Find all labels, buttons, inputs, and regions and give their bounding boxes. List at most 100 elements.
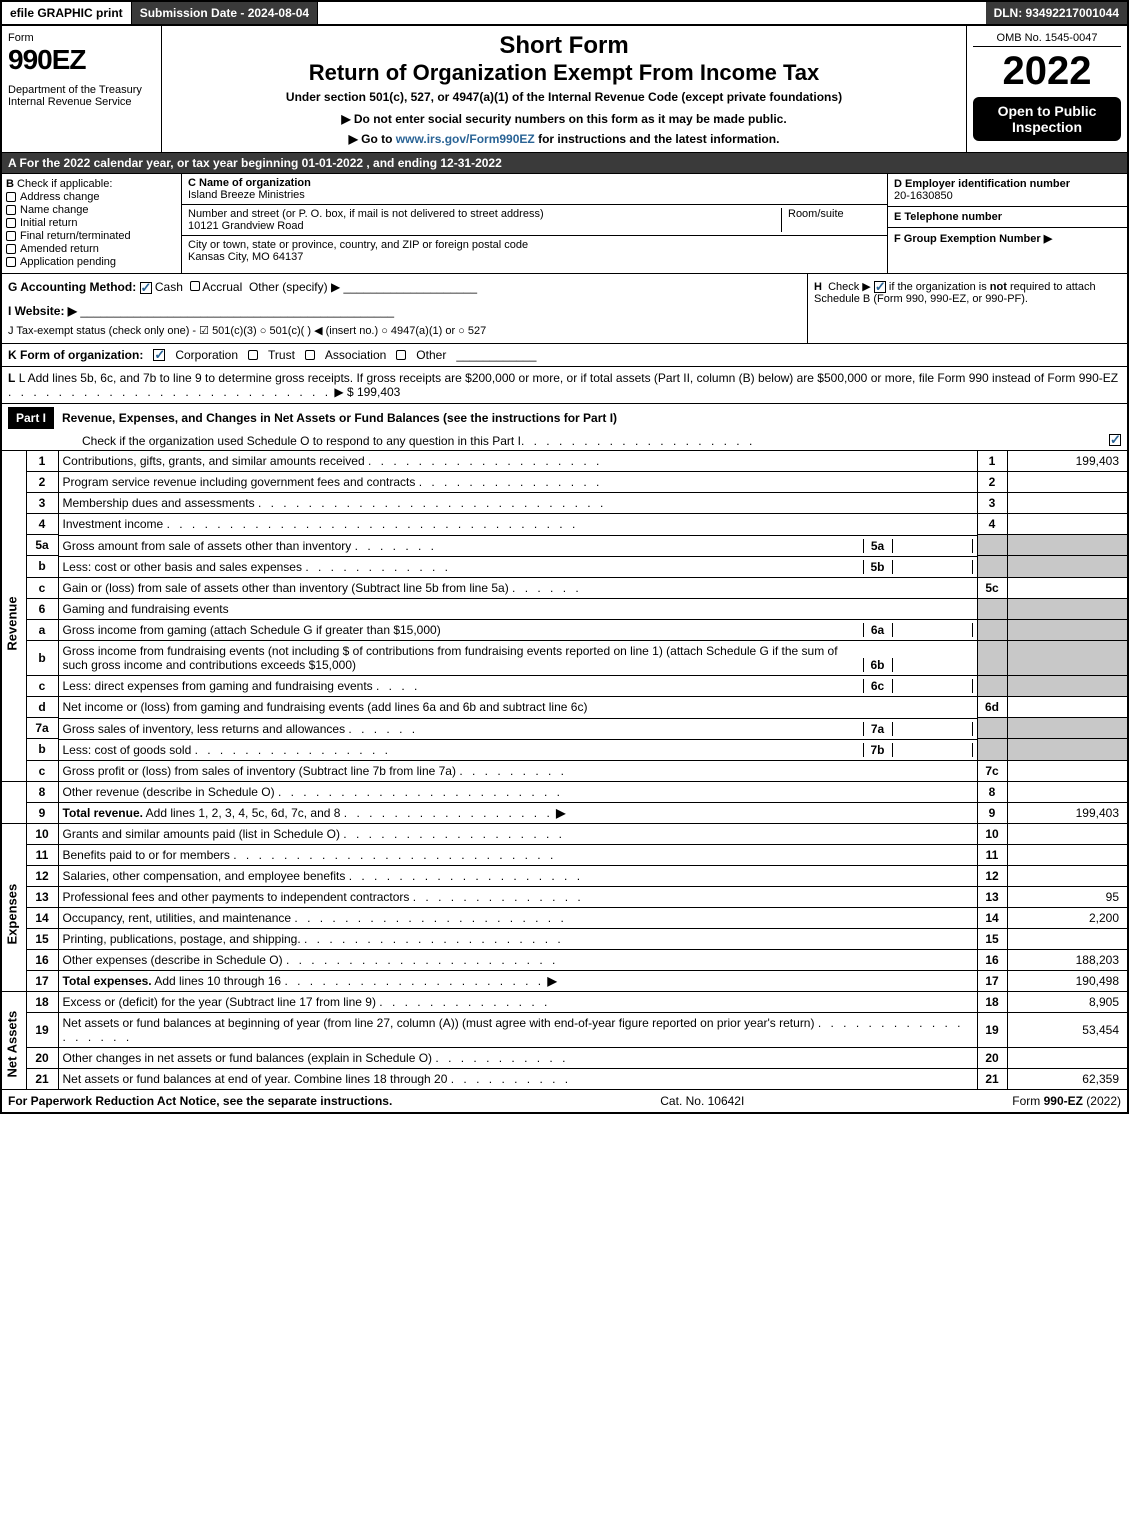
line-ref: 6d <box>977 697 1007 718</box>
part1-check-text: Check if the organization used Schedule … <box>82 434 521 448</box>
inner-ref: 5b <box>863 560 893 574</box>
shaded-cell <box>1007 556 1127 578</box>
line-amount <box>1007 493 1127 514</box>
checkbox-accrual[interactable] <box>190 281 200 291</box>
inner-ref: 6a <box>863 623 893 637</box>
line-amount <box>1007 844 1127 865</box>
shaded-cell <box>977 640 1007 675</box>
footer: For Paperwork Reduction Act Notice, see … <box>2 1089 1127 1112</box>
side-blank <box>2 781 26 823</box>
checkbox-amended[interactable] <box>6 244 16 254</box>
irs-link[interactable]: www.irs.gov/Form990EZ <box>396 132 535 146</box>
line-num: 21 <box>26 1068 58 1089</box>
line-text: Less: cost of goods sold . . . . . . . .… <box>59 739 977 760</box>
section-i: I Website: ▶ ___________________________… <box>8 304 801 318</box>
street-value: 10121 Grandview Road <box>188 220 781 232</box>
checkbox-schedule-b[interactable] <box>874 281 886 293</box>
checkbox-initial-return[interactable] <box>6 218 16 228</box>
line-amount: 188,203 <box>1007 949 1127 970</box>
line-amount <box>1007 472 1127 493</box>
section-a: A For the 2022 calendar year, or tax yea… <box>2 152 1127 173</box>
efile-label: efile GRAPHIC print <box>2 2 132 24</box>
l-amount: $ 199,403 <box>347 385 400 399</box>
line-ref: 17 <box>977 970 1007 991</box>
line-text: Gain or (loss) from sale of assets other… <box>58 577 977 598</box>
inner-amt <box>893 743 973 757</box>
line-text: Net assets or fund balances at beginning… <box>58 1012 977 1047</box>
line-ref: 21 <box>977 1068 1007 1089</box>
line-ref: 13 <box>977 886 1007 907</box>
line-ref: 19 <box>977 1012 1007 1047</box>
d-label: D Employer identification number <box>894 178 1070 190</box>
line-num: 16 <box>26 949 58 970</box>
line-num: 8 <box>26 781 58 802</box>
line-num: 13 <box>26 886 58 907</box>
line-text: Excess or (deficit) for the year (Subtra… <box>58 991 977 1012</box>
revenue-table: Revenue 1 Contributions, gifts, grants, … <box>2 450 1127 1089</box>
shaded-cell <box>1007 640 1127 675</box>
goto-link[interactable]: ▶ Go to www.irs.gov/Form990EZ for instru… <box>172 132 956 146</box>
line-text: Other changes in net assets or fund bala… <box>58 1047 977 1068</box>
line-num: 15 <box>26 928 58 949</box>
line-amount <box>1007 781 1127 802</box>
short-form-title: Short Form <box>172 32 956 60</box>
line-num: 17 <box>26 970 58 991</box>
checkbox-trust[interactable] <box>248 350 258 360</box>
header-right: OMB No. 1545-0047 2022 Open to Public In… <box>967 26 1127 152</box>
inner-ref: 6c <box>863 679 893 693</box>
line-ref: 18 <box>977 991 1007 1012</box>
line-num: 4 <box>26 514 58 535</box>
shaded-cell <box>1007 675 1127 697</box>
line-num: 14 <box>26 907 58 928</box>
line-amount <box>1007 1047 1127 1068</box>
line-num: a <box>26 619 58 640</box>
line-num: c <box>26 577 58 598</box>
chk-pending: Application pending <box>20 256 116 268</box>
line-ref: 2 <box>977 472 1007 493</box>
checkbox-final-return[interactable] <box>6 231 16 241</box>
line-text: Less: cost or other basis and sales expe… <box>59 556 977 577</box>
checkbox-name-change[interactable] <box>6 205 16 215</box>
tax-year: 2022 <box>973 51 1121 91</box>
section-k: K Form of organization: Corporation Trus… <box>2 343 1127 366</box>
checkbox-association[interactable] <box>305 350 315 360</box>
line-num: 7a <box>26 718 58 739</box>
line-text: Net assets or fund balances at end of ye… <box>58 1068 977 1089</box>
line-amount <box>1007 760 1127 781</box>
line-amount: 199,403 <box>1007 802 1127 823</box>
line-text: Less: direct expenses from gaming and fu… <box>59 675 977 696</box>
street-label: Number and street (or P. O. box, if mail… <box>188 208 781 220</box>
line-ref: 11 <box>977 844 1007 865</box>
line-text: Total expenses. Add lines 10 through 16 … <box>58 970 977 991</box>
city-label: City or town, state or province, country… <box>188 239 881 251</box>
checkbox-corporation[interactable] <box>153 349 165 361</box>
ein-value: 20-1630850 <box>894 190 953 202</box>
line-ref: 3 <box>977 493 1007 514</box>
line-text: Membership dues and assessments . . . . … <box>58 493 977 514</box>
checkbox-other-org[interactable] <box>396 350 406 360</box>
checkbox-cash[interactable] <box>140 282 152 294</box>
under-section: Under section 501(c), 527, or 4947(a)(1)… <box>172 90 956 104</box>
shaded-cell <box>1007 535 1127 556</box>
do-not-enter: ▶ Do not enter social security numbers o… <box>172 112 956 126</box>
checkbox-address-change[interactable] <box>6 192 16 202</box>
g-cash: Cash <box>155 280 183 294</box>
checkbox-schedule-o[interactable] <box>1109 434 1121 446</box>
section-h: H Check ▶ if the organization is not req… <box>807 274 1127 343</box>
line-num: d <box>26 697 58 718</box>
line-num: 11 <box>26 844 58 865</box>
line-num: 20 <box>26 1047 58 1068</box>
line-text: Total revenue. Add lines 1, 2, 3, 4, 5c,… <box>58 802 977 823</box>
city-value: Kansas City, MO 64137 <box>188 251 881 263</box>
chk-address: Address change <box>20 191 100 203</box>
g-other: Other (specify) ▶ <box>249 280 340 294</box>
line-text: Gross sales of inventory, less returns a… <box>59 718 977 739</box>
section-j: J Tax-exempt status (check only one) - ☑… <box>8 324 801 337</box>
line-ref: 8 <box>977 781 1007 802</box>
inner-ref: 6b <box>863 658 893 672</box>
k-trust: Trust <box>268 348 295 362</box>
section-g-i-j: G Accounting Method: Cash Accrual Other … <box>2 274 807 343</box>
e-label: E Telephone number <box>894 211 1002 223</box>
line-text: Professional fees and other payments to … <box>58 886 977 907</box>
checkbox-application-pending[interactable] <box>6 257 16 267</box>
